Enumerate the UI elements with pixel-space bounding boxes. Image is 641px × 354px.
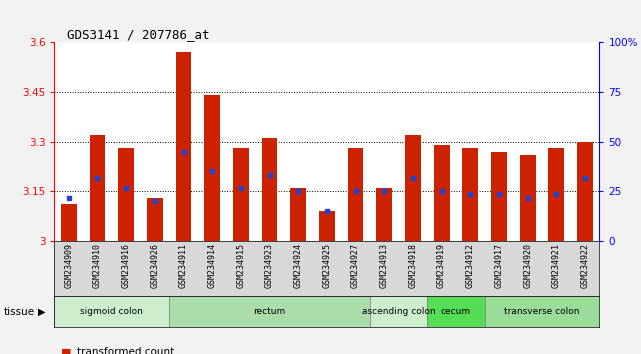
Text: rectum: rectum <box>253 307 286 316</box>
Bar <box>204 95 220 241</box>
Bar <box>147 198 163 241</box>
Text: GSM234915: GSM234915 <box>237 244 246 289</box>
Bar <box>405 135 421 241</box>
Text: GSM234925: GSM234925 <box>322 244 331 289</box>
Text: cecum: cecum <box>441 307 471 316</box>
Bar <box>549 148 564 241</box>
Bar <box>485 296 599 327</box>
Bar <box>61 204 77 241</box>
Text: GSM234920: GSM234920 <box>523 244 532 289</box>
Bar <box>290 188 306 241</box>
Bar <box>376 188 392 241</box>
Text: GSM234911: GSM234911 <box>179 244 188 289</box>
Text: transverse colon: transverse colon <box>504 307 579 316</box>
Text: ascending colon: ascending colon <box>362 307 435 316</box>
Text: GSM234909: GSM234909 <box>64 244 73 289</box>
Bar <box>176 52 192 241</box>
Text: GSM234912: GSM234912 <box>466 244 475 289</box>
Bar <box>119 148 134 241</box>
Text: GSM234923: GSM234923 <box>265 244 274 289</box>
Text: tissue: tissue <box>3 307 35 316</box>
Bar <box>370 296 428 327</box>
Bar <box>169 296 370 327</box>
Bar <box>262 138 278 241</box>
Bar <box>462 148 478 241</box>
Text: GSM234921: GSM234921 <box>552 244 561 289</box>
Bar <box>54 296 169 327</box>
Text: GDS3141 / 207786_at: GDS3141 / 207786_at <box>67 28 210 41</box>
Bar <box>491 152 507 241</box>
Text: GSM234922: GSM234922 <box>581 244 590 289</box>
Text: GSM234910: GSM234910 <box>93 244 102 289</box>
Text: GSM234914: GSM234914 <box>208 244 217 289</box>
Bar <box>233 148 249 241</box>
Bar <box>319 211 335 241</box>
Text: sigmoid colon: sigmoid colon <box>80 307 144 316</box>
Text: ■: ■ <box>61 347 71 354</box>
Text: GSM234918: GSM234918 <box>408 244 417 289</box>
Text: GSM234919: GSM234919 <box>437 244 446 289</box>
Bar <box>577 142 593 241</box>
Bar <box>347 148 363 241</box>
Text: transformed count: transformed count <box>77 347 174 354</box>
Text: GSM234917: GSM234917 <box>494 244 503 289</box>
Text: GSM234916: GSM234916 <box>122 244 131 289</box>
Bar <box>90 135 105 241</box>
Text: GSM234927: GSM234927 <box>351 244 360 289</box>
Bar <box>520 155 535 241</box>
Text: GSM234913: GSM234913 <box>379 244 388 289</box>
Text: GSM234926: GSM234926 <box>151 244 160 289</box>
Bar <box>434 145 449 241</box>
Text: GSM234924: GSM234924 <box>294 244 303 289</box>
Text: ▶: ▶ <box>38 307 46 316</box>
Bar <box>428 296 485 327</box>
